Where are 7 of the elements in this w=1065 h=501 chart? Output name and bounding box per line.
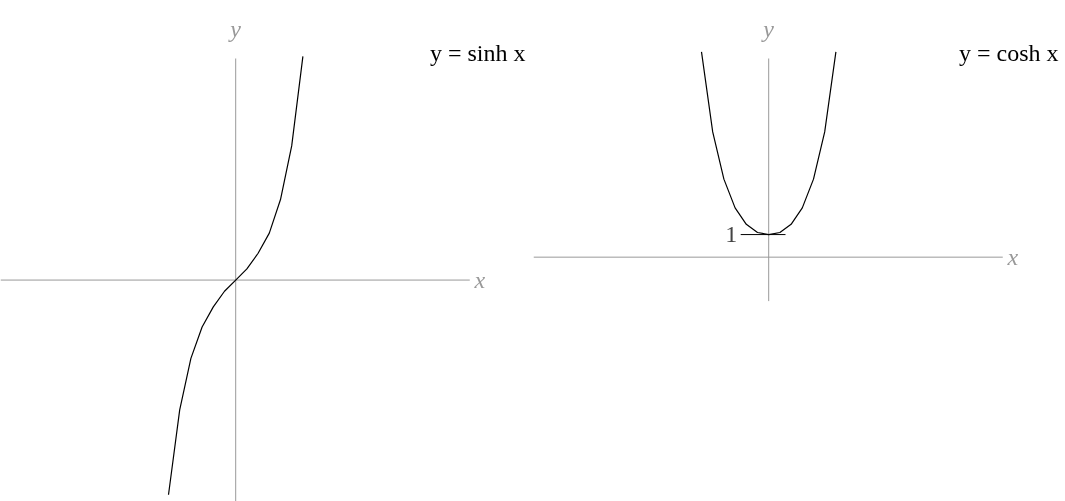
annotation: 1: [725, 221, 738, 248]
x-axis-title: x: [1006, 244, 1019, 271]
chart-title: y = sinh x: [429, 39, 526, 66]
x-axis-title: x: [473, 267, 486, 294]
chart-title: y = cosh x: [958, 39, 1059, 66]
y-axis-title: y: [761, 15, 775, 42]
y-axis-title: y: [228, 15, 242, 42]
